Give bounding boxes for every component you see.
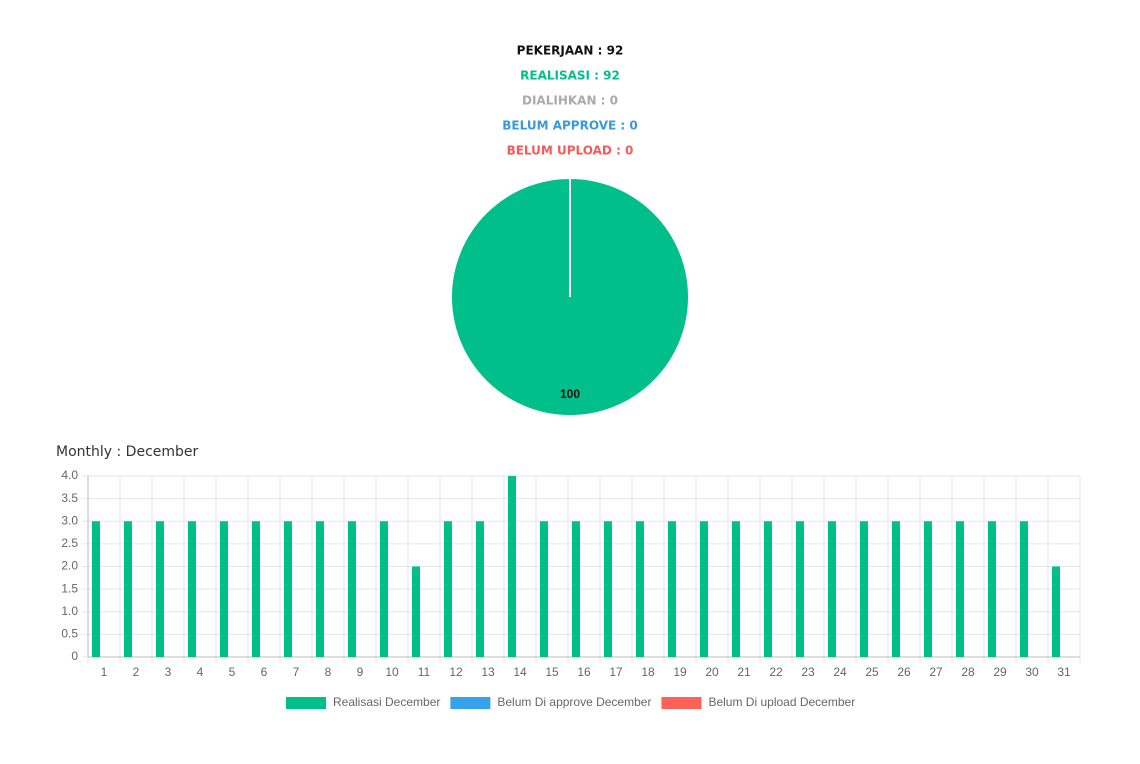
x-tick-label: 19: [673, 665, 687, 679]
x-tick-label: 23: [801, 665, 815, 679]
bar: [348, 521, 356, 657]
pie-label: 100: [560, 387, 580, 401]
legend-label: Belum Di approve December: [497, 695, 651, 709]
x-tick-label: 14: [513, 665, 527, 679]
x-tick-label: 17: [609, 665, 623, 679]
bar: [124, 521, 132, 657]
x-tick-label: 20: [705, 665, 719, 679]
bar: [988, 521, 996, 657]
bar: [508, 476, 516, 657]
chart-title: Monthly : December: [56, 444, 199, 460]
y-tick-label: 4.0: [61, 468, 78, 482]
bar: [700, 521, 708, 657]
bar: [444, 521, 452, 657]
legend-swatch: [661, 697, 702, 709]
y-tick-label: 0.5: [61, 627, 78, 641]
bar: [732, 521, 740, 657]
x-tick-label: 30: [1025, 665, 1039, 679]
bar: [764, 521, 772, 657]
bar: [412, 566, 420, 657]
x-tick-label: 26: [897, 665, 911, 679]
x-tick-label: 11: [418, 665, 431, 679]
pie-slice: [450, 176, 690, 418]
bar: [828, 521, 836, 657]
legend-label: Belum Di upload December: [708, 695, 855, 709]
legend-swatch: [286, 697, 326, 709]
bar: [636, 521, 644, 657]
bar: [1020, 521, 1028, 657]
bar: [92, 521, 100, 657]
bar: [924, 521, 932, 657]
x-tick-label: 31: [1057, 665, 1071, 679]
x-tick-label: 12: [449, 665, 463, 679]
bar: [956, 521, 964, 657]
x-tick-label: 8: [325, 665, 332, 679]
y-tick-label: 3.0: [61, 513, 78, 527]
bar: [572, 521, 580, 657]
x-tick-label: 4: [197, 665, 204, 679]
legend-label: Realisasi December: [333, 695, 440, 709]
x-tick-label: 29: [993, 665, 1007, 679]
summary-line: DIALIHKAN : 0: [522, 94, 618, 108]
bar: [252, 521, 260, 657]
bar: [188, 521, 196, 657]
bar: [156, 521, 164, 657]
x-tick-label: 3: [165, 665, 172, 679]
x-tick-label: 24: [833, 665, 847, 679]
x-tick-label: 15: [545, 665, 559, 679]
bar: [316, 521, 324, 657]
bar: [220, 521, 228, 657]
y-tick-label: 0: [71, 649, 78, 663]
y-tick-label: 2.5: [61, 536, 78, 550]
x-tick-label: 25: [865, 665, 879, 679]
x-tick-label: 13: [481, 665, 495, 679]
y-tick-label: 3.5: [61, 491, 78, 505]
bar: [284, 521, 292, 657]
summary-line: BELUM APPROVE : 0: [502, 119, 637, 133]
bar: [860, 521, 868, 657]
summary-line: REALISASI : 92: [520, 69, 620, 83]
bar: [604, 521, 612, 657]
y-tick-label: 1.5: [61, 581, 78, 595]
bar: [540, 521, 548, 657]
bar: [796, 521, 804, 657]
summary-line: PEKERJAAN : 92: [517, 44, 624, 58]
x-tick-label: 10: [385, 665, 399, 679]
x-tick-label: 7: [293, 665, 300, 679]
bar: [1052, 566, 1060, 657]
y-tick-label: 1.0: [61, 604, 78, 618]
x-tick-label: 6: [261, 665, 268, 679]
x-tick-label: 2: [133, 665, 140, 679]
bar: [668, 521, 676, 657]
x-tick-label: 18: [641, 665, 655, 679]
x-tick-label: 22: [769, 665, 783, 679]
bar: [380, 521, 388, 657]
legend-swatch: [450, 697, 491, 709]
x-tick-label: 21: [737, 665, 751, 679]
x-tick-label: 28: [961, 665, 975, 679]
x-tick-label: 27: [929, 665, 943, 679]
summary-line: BELUM UPLOAD : 0: [507, 144, 634, 158]
bar: [476, 521, 484, 657]
x-tick-label: 1: [101, 665, 108, 679]
x-tick-label: 5: [229, 665, 236, 679]
bar: [892, 521, 900, 657]
x-tick-label: 16: [577, 665, 591, 679]
y-tick-label: 2.0: [61, 559, 78, 573]
x-tick-label: 9: [357, 665, 364, 679]
